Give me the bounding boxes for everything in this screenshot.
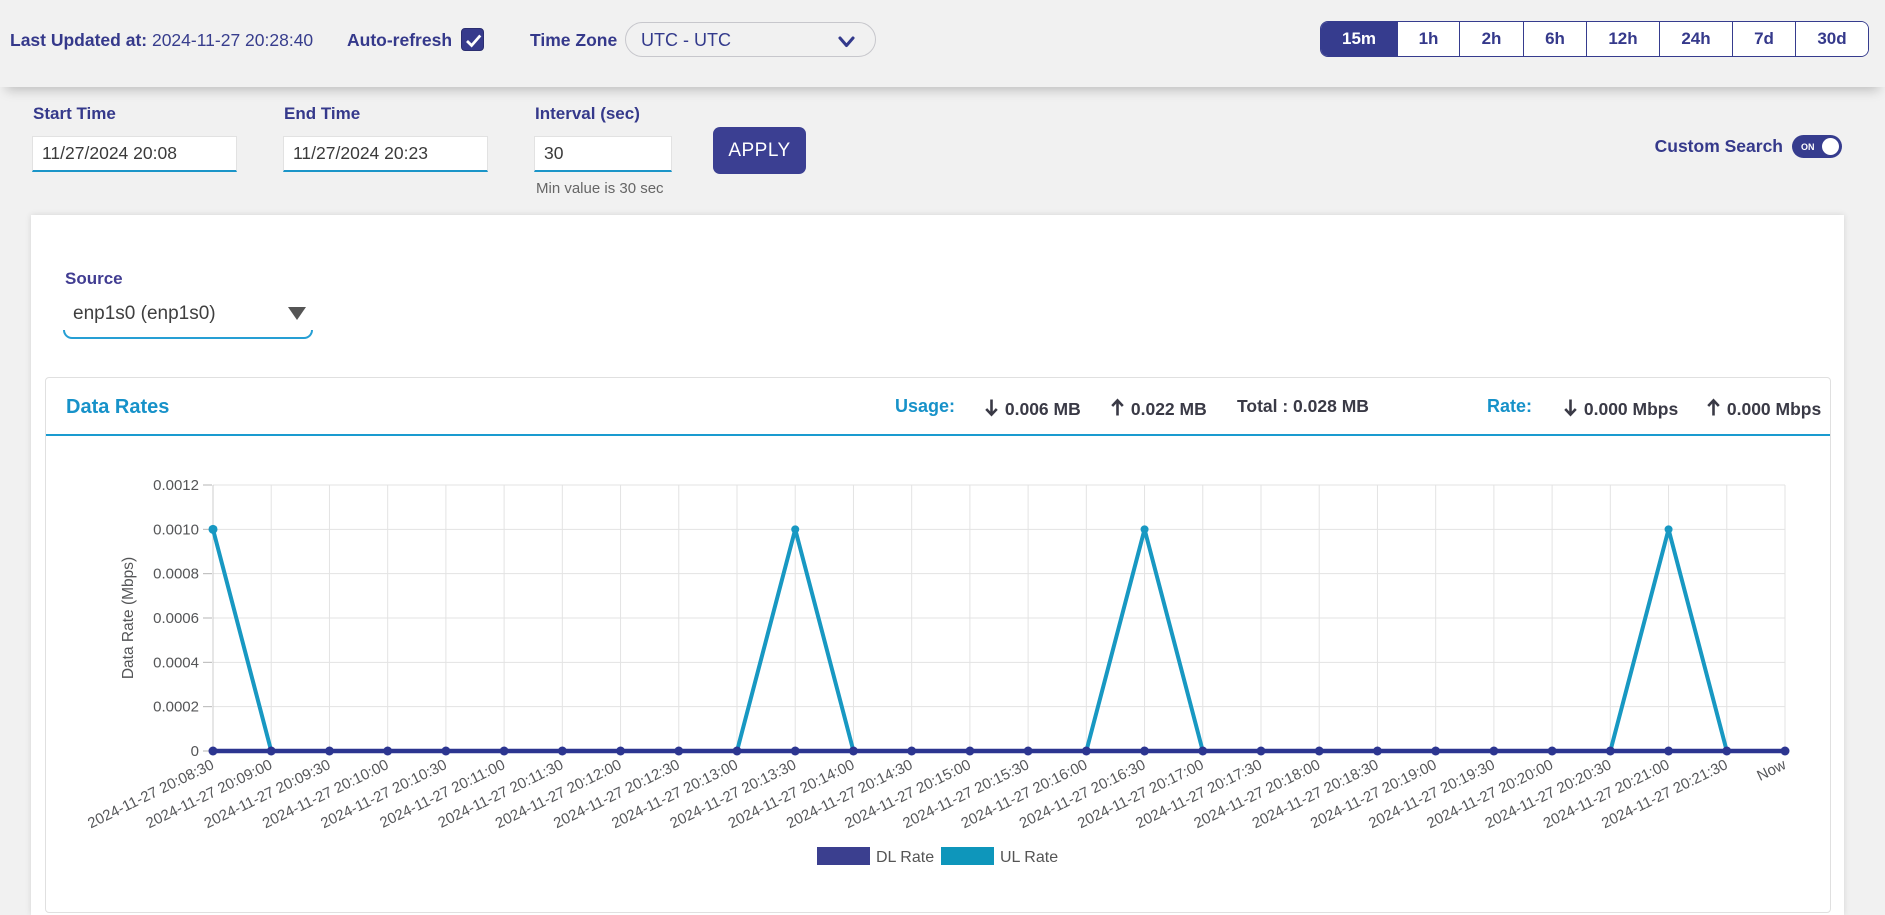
svg-text:0.0012: 0.0012: [153, 477, 199, 494]
svg-text:Data Rate (Mbps): Data Rate (Mbps): [120, 557, 137, 679]
svg-text:0: 0: [191, 743, 199, 760]
svg-text:0.0002: 0.0002: [153, 699, 199, 716]
svg-text:UL Rate: UL Rate: [1000, 849, 1058, 866]
svg-text:0.0010: 0.0010: [153, 521, 199, 538]
svg-text:DL Rate: DL Rate: [876, 849, 934, 866]
svg-text:0.0004: 0.0004: [153, 654, 199, 671]
svg-text:Now: Now: [1754, 756, 1789, 785]
svg-text:0.0006: 0.0006: [153, 610, 199, 627]
svg-text:0.0008: 0.0008: [153, 566, 199, 583]
